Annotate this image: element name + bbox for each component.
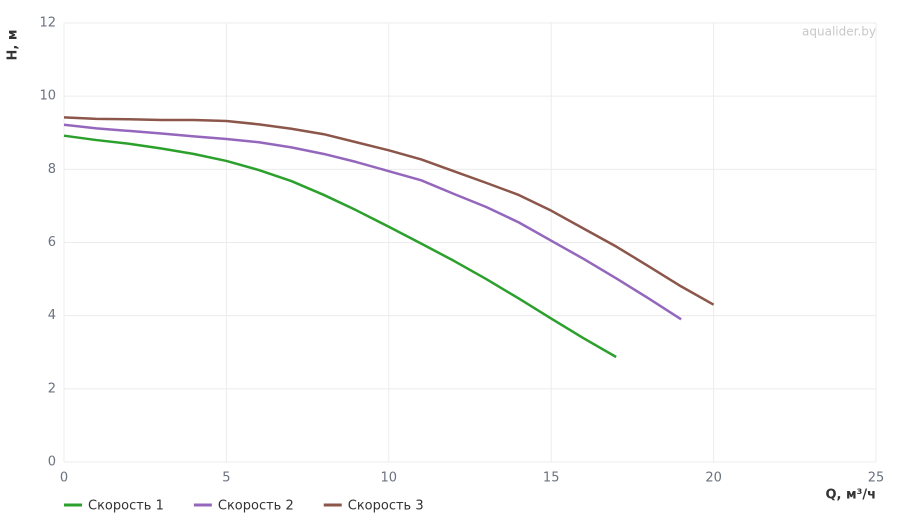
series-line: [63, 116, 715, 306]
series-line: [63, 123, 682, 321]
x-tick-label: 5: [222, 471, 230, 486]
y-tick-label: 12: [39, 16, 56, 31]
y-tick-label: 2: [48, 381, 56, 396]
x-tick-label: 0: [60, 471, 68, 486]
y-tick-label: 4: [48, 308, 56, 323]
y-tick-label: 8: [48, 162, 56, 177]
y-axis-title: H, м: [6, 30, 21, 61]
legend-label: Скорость 1: [88, 499, 164, 514]
x-tick-label: 25: [868, 471, 885, 486]
legend-label: Скорость 2: [218, 499, 294, 514]
legend-label: Скорость 3: [348, 499, 424, 514]
x-tick-label: 10: [381, 471, 398, 486]
y-tick-label: 6: [48, 235, 56, 250]
x-axis-title: Q, м³/ч: [825, 488, 876, 503]
x-tick-label: 15: [543, 471, 560, 486]
series-line: [63, 134, 617, 359]
y-tick-label: 10: [39, 89, 56, 104]
x-tick-label: 20: [705, 471, 722, 486]
y-tick-label: 0: [48, 455, 56, 470]
watermark: aqualider.by: [802, 25, 876, 39]
